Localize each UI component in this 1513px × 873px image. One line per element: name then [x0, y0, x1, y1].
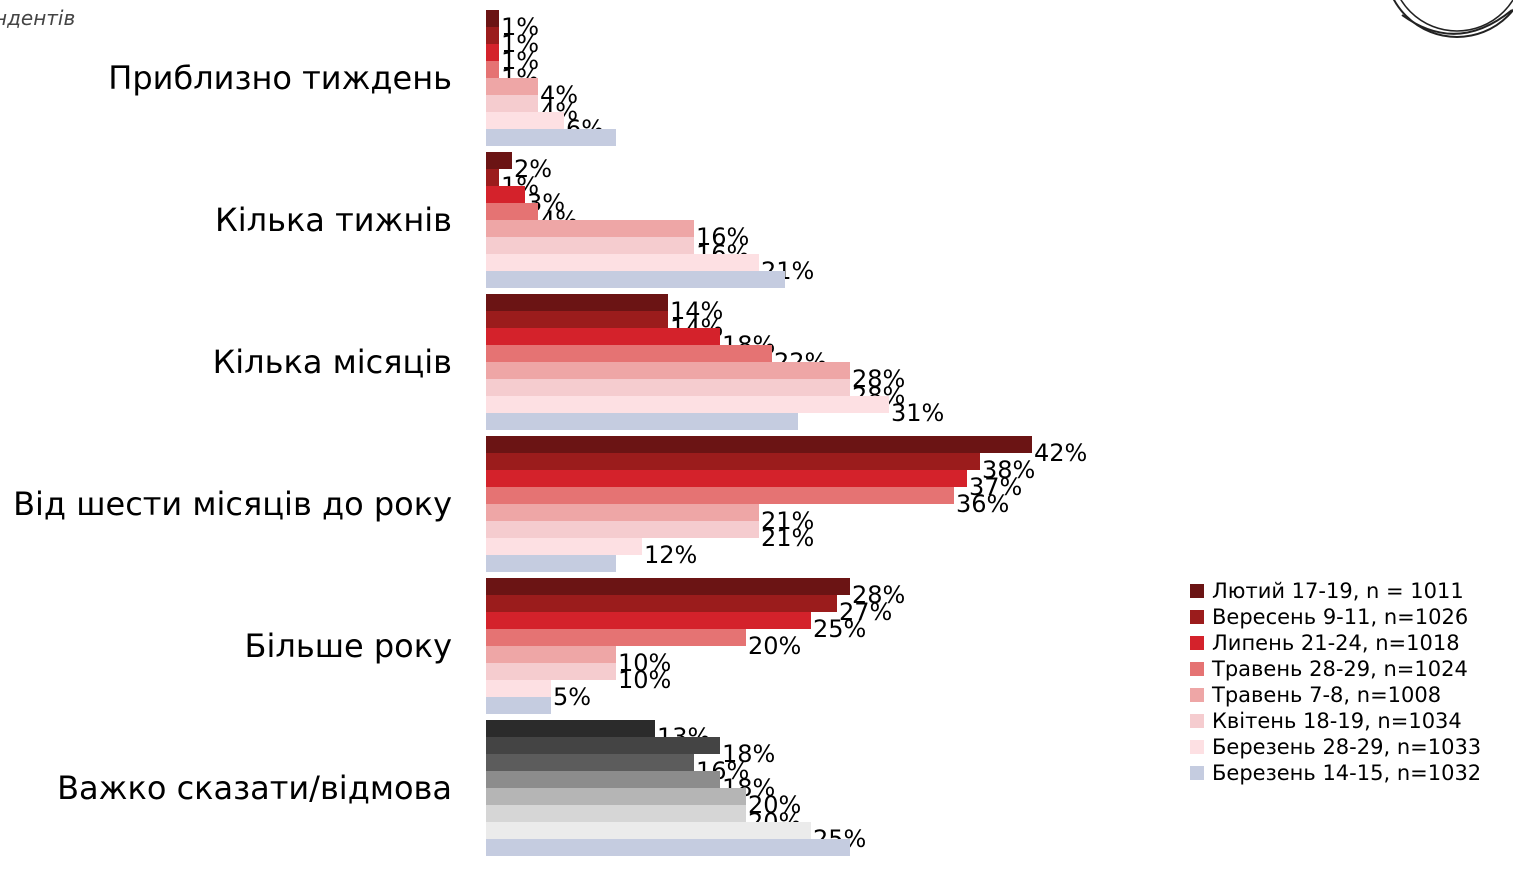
bar [486, 379, 850, 396]
bar [486, 78, 538, 95]
bar [486, 169, 499, 186]
bar [486, 629, 746, 646]
data-label: 10% [618, 666, 671, 694]
bar [486, 112, 564, 129]
legend-swatch [1190, 662, 1204, 676]
bar [486, 10, 499, 27]
bar [486, 294, 668, 311]
bar [486, 697, 551, 714]
bar [486, 152, 512, 169]
bar [486, 328, 720, 345]
category-label: Кілька тижнів [215, 201, 452, 239]
bar [486, 771, 720, 788]
legend-swatch [1190, 714, 1204, 728]
subtitle: ндентів [0, 6, 76, 30]
bar [486, 27, 499, 44]
data-label: 37% [969, 473, 1022, 501]
data-label: 5% [553, 683, 591, 711]
data-label: 25% [813, 615, 866, 643]
data-label: 16% [696, 223, 749, 251]
data-label: 21% [761, 507, 814, 535]
bar [486, 487, 954, 504]
legend-swatch [1190, 688, 1204, 702]
data-label: 1% [501, 13, 539, 41]
category-label: Кілька місяців [213, 343, 452, 381]
category-label: Важко сказати/відмова [57, 769, 452, 807]
logo-circle-icon [1392, 0, 1513, 38]
legend-item: Лютий 17-19, n = 1011 [1212, 579, 1464, 603]
data-label: 31% [891, 399, 944, 427]
legend-swatch [1190, 636, 1204, 650]
legend-item: Березень 14-15, n=1032 [1212, 761, 1481, 785]
data-label: 12% [644, 541, 697, 569]
legend-swatch [1190, 584, 1204, 598]
bar [486, 521, 759, 538]
bar [486, 254, 759, 271]
data-label: 2% [514, 155, 552, 183]
bar [486, 839, 850, 856]
data-label: 36% [956, 490, 1009, 518]
bar [486, 663, 616, 680]
bar [486, 95, 538, 112]
bar [486, 504, 759, 521]
data-label: 27% [839, 598, 892, 626]
category-label: Від шести місяців до року [13, 485, 452, 523]
bar [486, 220, 694, 237]
legend-item: Березень 28-29, n=1033 [1212, 735, 1481, 759]
legend-item: Вересень 9-11, n=1026 [1212, 605, 1468, 629]
bar [486, 538, 642, 555]
bar [486, 720, 655, 737]
bar [486, 470, 967, 487]
data-label: 1% [501, 30, 539, 58]
bar [486, 822, 811, 839]
bar [486, 805, 746, 822]
data-label: 28% [852, 581, 905, 609]
legend-swatch [1190, 766, 1204, 780]
category-label: Більше року [245, 627, 452, 665]
bar [486, 311, 668, 328]
data-label: 18% [722, 740, 775, 768]
bar [486, 680, 551, 697]
bar [486, 61, 499, 78]
bar [486, 578, 850, 595]
data-label: 1% [501, 47, 539, 75]
data-label: 20% [748, 632, 801, 660]
legend-swatch [1190, 740, 1204, 754]
bar [486, 237, 694, 254]
bar [486, 44, 499, 61]
data-label: 20% [748, 791, 801, 819]
bar [486, 362, 850, 379]
bar [486, 413, 798, 430]
data-label: 21% [761, 524, 814, 552]
legend-item: Квітень 18-19, n=1034 [1212, 709, 1462, 733]
bar [486, 129, 616, 146]
bar [486, 612, 811, 629]
bar [486, 453, 980, 470]
category-label: Приблизно тиждень [108, 59, 452, 97]
bar [486, 737, 720, 754]
bar [486, 186, 525, 203]
bar [486, 271, 785, 288]
legend-item: Травень 7-8, n=1008 [1211, 683, 1441, 707]
legend-item: Травень 28-29, n=1024 [1211, 657, 1468, 681]
data-label: 42% [1034, 439, 1087, 467]
legend-swatch [1190, 610, 1204, 624]
bar [486, 646, 616, 663]
legend-item: Липень 21-24, n=1018 [1212, 631, 1460, 655]
bar [486, 595, 837, 612]
data-label: 28% [852, 365, 905, 393]
bar [486, 203, 538, 220]
bar [486, 345, 772, 362]
bar [486, 788, 746, 805]
data-label: 4% [540, 81, 578, 109]
data-label: 10% [618, 649, 671, 677]
bar [486, 754, 694, 771]
bar [486, 436, 1032, 453]
data-label: 14% [670, 297, 723, 325]
bar [486, 555, 616, 572]
data-label: 38% [982, 456, 1035, 484]
bar [486, 396, 889, 413]
